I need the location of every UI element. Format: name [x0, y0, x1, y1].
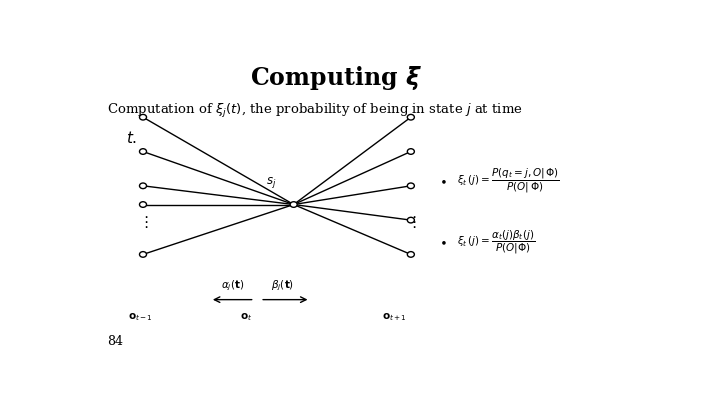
Text: 84: 84	[107, 335, 122, 348]
Ellipse shape	[140, 252, 147, 257]
Text: $s_j$: $s_j$	[266, 175, 276, 190]
Text: Computation of $\xi_j(t)$, the probability of being in state $j$ at time: Computation of $\xi_j(t)$, the probabili…	[107, 102, 523, 119]
Ellipse shape	[408, 217, 415, 223]
Text: $\vdots$: $\vdots$	[138, 214, 148, 230]
Ellipse shape	[140, 202, 147, 207]
Ellipse shape	[408, 252, 415, 257]
Text: $\beta_j(\mathbf{t})$: $\beta_j(\mathbf{t})$	[271, 279, 294, 293]
Ellipse shape	[408, 114, 415, 120]
Text: $t.$: $t.$	[126, 130, 138, 146]
Text: $\xi_t\,(j) = \dfrac{\alpha_t(j)\beta_t(j)}{P(O|\Phi)}$: $\xi_t\,(j) = \dfrac{\alpha_t(j)\beta_t(…	[457, 228, 535, 256]
Text: $\mathbf{o}_t$: $\mathbf{o}_t$	[240, 311, 253, 323]
Ellipse shape	[290, 202, 297, 207]
Ellipse shape	[140, 183, 147, 189]
Ellipse shape	[408, 183, 415, 189]
Ellipse shape	[140, 149, 147, 154]
Text: $\xi_t\,(j) = \dfrac{P(q_t=j, O|\,\Phi)}{P(O|\,\Phi)}$: $\xi_t\,(j) = \dfrac{P(q_t=j, O|\,\Phi)}…	[457, 167, 560, 195]
Ellipse shape	[140, 114, 147, 120]
Ellipse shape	[408, 149, 415, 154]
Text: $\mathbf{o}_{t+1}$: $\mathbf{o}_{t+1}$	[382, 311, 407, 323]
Text: $\bullet$: $\bullet$	[438, 175, 446, 188]
Text: Computing $\boldsymbol{\xi}$: Computing $\boldsymbol{\xi}$	[250, 64, 421, 92]
Text: $\vdots$: $\vdots$	[405, 214, 416, 230]
Text: $\mathbf{o}_{t-1}$: $\mathbf{o}_{t-1}$	[127, 311, 153, 323]
Text: $\alpha_j(\mathbf{t})$: $\alpha_j(\mathbf{t})$	[220, 279, 244, 293]
Text: $\bullet$: $\bullet$	[438, 235, 446, 248]
